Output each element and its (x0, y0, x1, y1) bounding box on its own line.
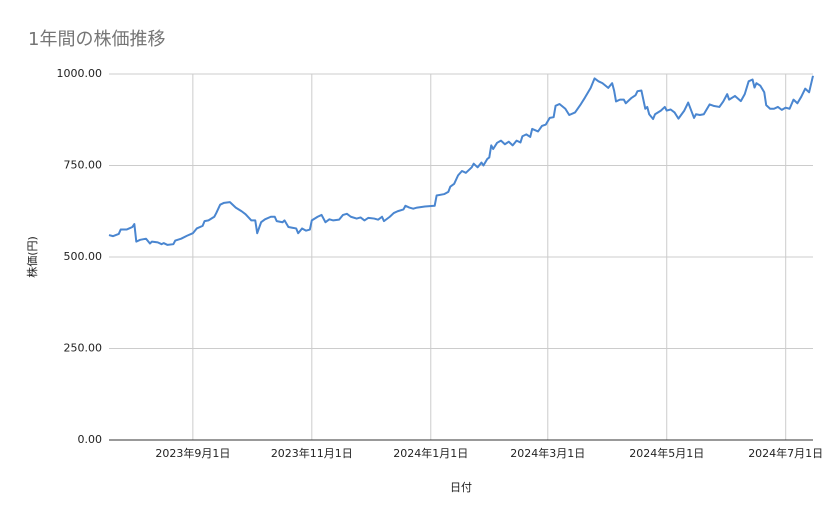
x-tick-label: 2024年3月1日 (510, 446, 585, 460)
x-tick-label: 2023年9月1日 (155, 446, 230, 460)
y-tick-label: 0.00 (78, 433, 103, 446)
x-tick-label: 2024年5月1日 (629, 446, 704, 460)
y-tick-label: 500.00 (64, 250, 103, 263)
x-tick-label: 2023年11月1日 (271, 446, 353, 460)
x-tick-label: 2024年7月1日 (748, 446, 823, 460)
y-tick-label: 250.00 (64, 342, 103, 355)
y-tick-label: 750.00 (64, 159, 103, 172)
y-tick-label: 1000.00 (57, 67, 103, 80)
y-axis-title: 株価(円) (25, 236, 39, 278)
x-tick-label: 2024年1月1日 (393, 446, 468, 460)
price-line (108, 75, 814, 246)
chart-title: 1年間の株価推移 (28, 29, 165, 50)
x-axis-title: 日付 (450, 481, 472, 494)
